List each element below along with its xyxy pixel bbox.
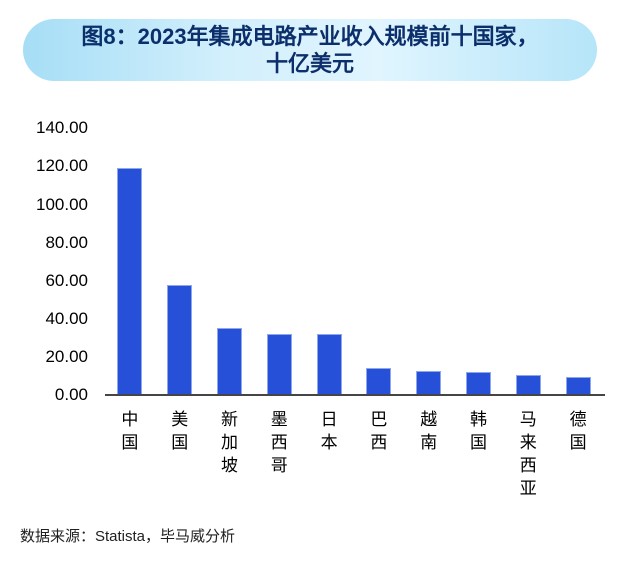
y-tick-label: 60.00 xyxy=(45,270,88,290)
x-tick-label-新加坡: 新加坡 xyxy=(221,410,238,475)
y-tick-label: 120.00 xyxy=(36,156,88,176)
bar-中国 xyxy=(117,168,143,395)
x-tick-label-中国: 中国 xyxy=(121,410,139,452)
x-tick-label-美国: 美国 xyxy=(171,410,189,452)
x-tick-label-韩国: 韩国 xyxy=(470,410,487,452)
bar-新加坡 xyxy=(217,327,242,395)
chart-title-line-1: 图8：2023年集成电路产业收入规模前十国家， xyxy=(81,24,539,49)
x-tick-label-马来西亚: 马来西亚 xyxy=(519,410,537,498)
bar-德国 xyxy=(565,377,591,395)
bar-chart: 140.00 120.00 100.00 80.00 60.00 40.00 20.00 0.… xyxy=(0,100,643,510)
bar-马来西亚 xyxy=(515,374,541,395)
bar-韩国 xyxy=(466,371,491,395)
y-tick-label: 0.00 xyxy=(54,385,88,404)
chart-title-pill: 图8：2023年集成电路产业收入规模前十国家， 十亿美元 xyxy=(23,19,597,81)
y-tick-label: 20.00 xyxy=(45,346,88,366)
x-tick-label-德国: 德国 xyxy=(569,410,587,452)
x-tick-label-墨西哥: 墨西哥 xyxy=(270,410,288,475)
bar-日本 xyxy=(316,334,342,395)
y-tick-label: 140.00 xyxy=(36,118,88,138)
data-source-note: 数据来源：Statista，毕马威分析 xyxy=(20,528,236,545)
x-tick-label-越南: 越南 xyxy=(420,410,438,452)
x-tick-label-日本: 日本 xyxy=(320,410,338,452)
bar-墨西哥 xyxy=(266,334,292,395)
bar-巴西 xyxy=(366,368,392,395)
y-tick-label: 80.00 xyxy=(45,232,88,252)
bar-美国 xyxy=(167,284,193,395)
x-axis-line xyxy=(105,394,605,396)
y-tick-label: 40.00 xyxy=(45,308,88,328)
y-tick-label: 100.00 xyxy=(36,194,88,214)
bar-越南 xyxy=(416,371,442,395)
x-tick-label-巴西: 巴西 xyxy=(370,410,388,452)
chart-title-line-2: 十亿美元 xyxy=(265,51,354,76)
